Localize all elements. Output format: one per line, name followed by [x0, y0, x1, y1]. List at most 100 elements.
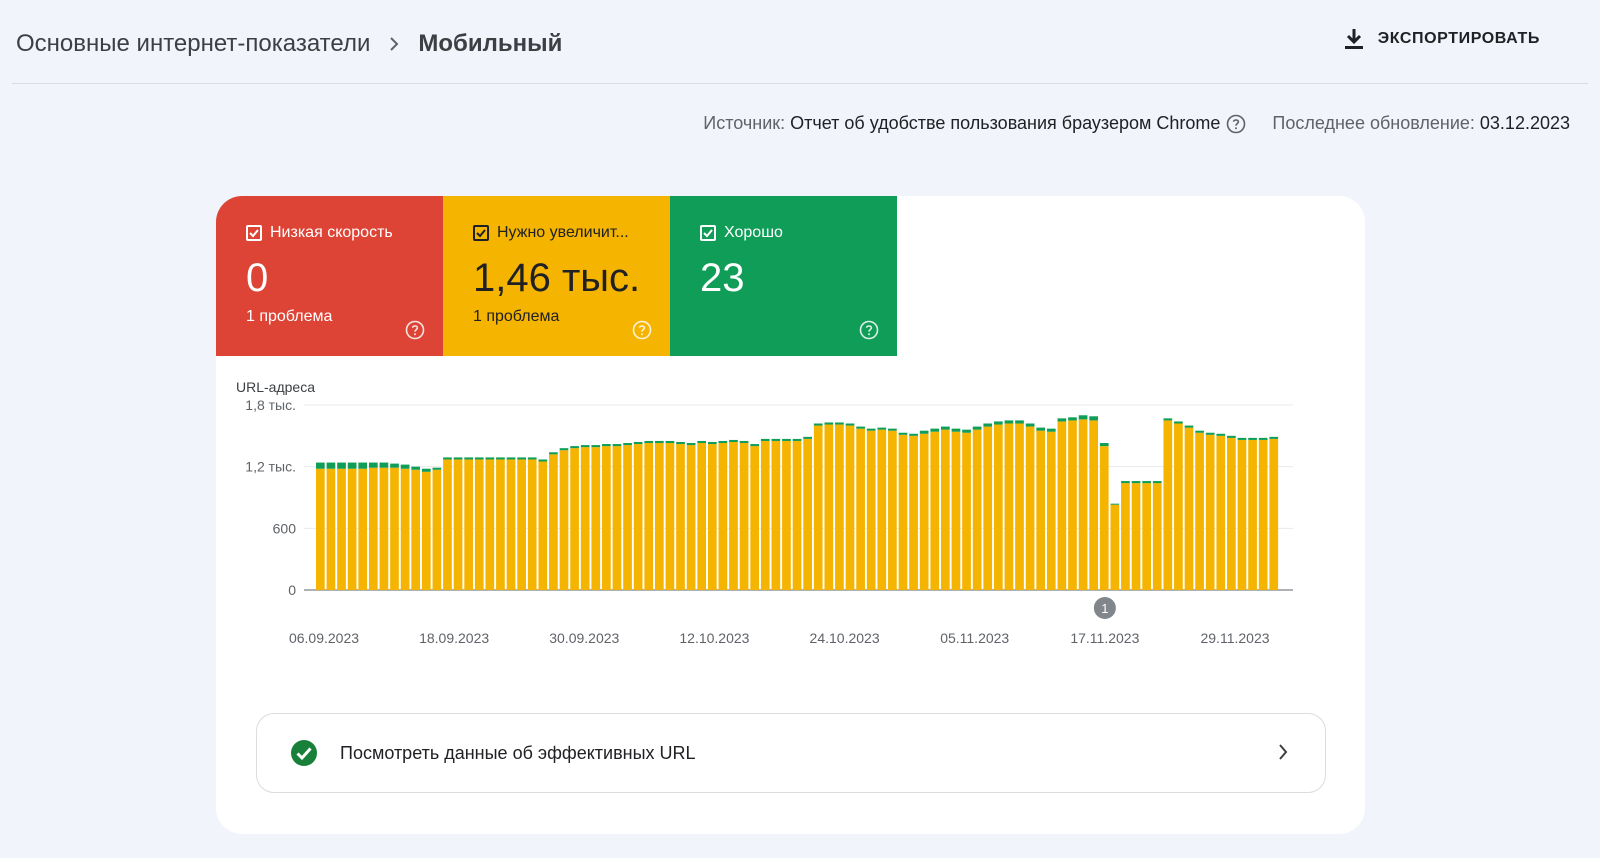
help-icon[interactable] — [1226, 114, 1246, 134]
export-button[interactable]: ЭКСПОРТИРОВАТЬ — [1344, 28, 1540, 50]
bar-good — [400, 464, 410, 469]
bar-good — [602, 444, 611, 447]
bar-needs-improvement — [1089, 420, 1099, 590]
bar-needs-improvement — [707, 444, 717, 590]
bar-needs-improvement — [580, 447, 590, 590]
bar-needs-improvement — [432, 469, 442, 590]
bar-good — [888, 428, 897, 431]
bar-needs-improvement — [898, 434, 908, 590]
bar-needs-improvement — [1258, 439, 1268, 590]
bar-good — [993, 421, 1003, 425]
bar-good — [930, 428, 940, 432]
bar-needs-improvement — [443, 459, 452, 590]
bar-good — [1184, 425, 1194, 428]
report-meta: Источник: Отчет об удобстве пользования … — [703, 113, 1570, 134]
bar-good — [665, 440, 675, 444]
checkbox-checked-icon[interactable] — [700, 225, 716, 241]
bar-good — [750, 444, 760, 447]
bar-good — [358, 462, 368, 469]
bar-good — [644, 440, 654, 444]
bar-good — [877, 427, 887, 430]
bar-needs-improvement — [792, 440, 802, 590]
x-tick-label: 12.10.2023 — [679, 630, 749, 646]
bar-needs-improvement — [877, 429, 887, 590]
bar-needs-improvement — [845, 425, 855, 590]
bar-good — [485, 457, 495, 460]
help-icon[interactable] — [405, 320, 425, 340]
x-tick-label: 18.09.2023 — [419, 630, 489, 646]
bar-good — [1131, 481, 1141, 484]
bar-needs-improvement — [538, 461, 548, 590]
bar-needs-improvement — [972, 429, 982, 590]
bar-needs-improvement — [527, 459, 537, 590]
bar-needs-improvement — [337, 468, 346, 590]
bar-good — [1269, 436, 1279, 439]
bar-needs-improvement — [1131, 483, 1141, 590]
bar-needs-improvement — [676, 444, 685, 590]
bar-good — [1227, 435, 1236, 438]
tile-needs-improvement[interactable]: Нужно увеличит... 1,46 тыс. 1 проблема — [443, 196, 670, 356]
tile-poor-title: Низкая скорость — [270, 224, 393, 241]
tile-good[interactable]: Хорошо 23 — [670, 196, 897, 356]
page-title: Мобильный — [418, 30, 563, 57]
bar-needs-improvement — [485, 459, 495, 590]
bar-needs-improvement — [549, 454, 558, 590]
bar-good — [845, 423, 855, 426]
y-axis-title: URL-адреса — [236, 379, 315, 395]
bar-needs-improvement — [824, 424, 834, 590]
x-tick-label: 06.09.2023 — [289, 630, 359, 646]
bar-good — [898, 432, 908, 435]
bar-good — [1025, 423, 1035, 427]
help-icon[interactable] — [859, 320, 879, 340]
bar-good — [1258, 437, 1268, 440]
update-label: Последнее обновление: — [1272, 113, 1475, 133]
bar-good — [411, 466, 421, 470]
bar-needs-improvement — [1248, 439, 1257, 590]
bar-needs-improvement — [654, 443, 664, 590]
export-label: ЭКСПОРТИРОВАТЬ — [1377, 30, 1540, 47]
bar-needs-improvement — [517, 459, 526, 590]
checkbox-checked-icon[interactable] — [473, 225, 489, 241]
chevron-right-icon — [1277, 742, 1289, 762]
bar-good — [707, 442, 717, 445]
update-value: 03.12.2023 — [1479, 113, 1570, 133]
check-circle-icon — [290, 739, 318, 767]
checkbox-checked-icon[interactable] — [246, 225, 262, 241]
tile-poor[interactable]: Низкая скорость 0 1 проблема — [216, 196, 443, 356]
bar-needs-improvement — [421, 471, 431, 590]
bar-good — [771, 438, 781, 441]
bar-good — [580, 445, 590, 448]
bar-good — [1216, 433, 1226, 436]
bar-good — [570, 446, 579, 449]
bar-needs-improvement — [739, 443, 749, 590]
bar-needs-improvement — [1216, 435, 1226, 590]
bar-good — [1205, 432, 1215, 435]
bar-good — [1015, 420, 1024, 424]
bar-good — [1163, 418, 1173, 421]
bar-needs-improvement — [1163, 420, 1173, 590]
bar-needs-improvement — [496, 459, 505, 590]
bar-good — [803, 436, 812, 439]
bar-needs-improvement — [665, 443, 675, 590]
bar-needs-improvement — [697, 443, 707, 590]
bar-good — [1142, 481, 1151, 484]
x-tick-label: 29.11.2023 — [1200, 630, 1269, 646]
bar-good — [612, 444, 622, 447]
bar-good — [421, 468, 431, 472]
bar-needs-improvement — [782, 440, 791, 590]
view-good-urls-link[interactable]: Посмотреть данные об эффективных URL — [256, 713, 1326, 793]
breadcrumb-parent-link[interactable]: Основные интернет-показатели — [16, 30, 371, 57]
help-icon[interactable] — [632, 320, 652, 340]
bar-needs-improvement — [326, 468, 336, 590]
bar-needs-improvement — [400, 468, 410, 590]
annotation-label: 1 — [1101, 601, 1108, 616]
bar-good — [697, 440, 707, 444]
y-tick-label: 0 — [288, 582, 296, 598]
bar-needs-improvement — [1025, 426, 1035, 590]
bar-good — [909, 433, 918, 436]
bar-good — [368, 462, 378, 468]
tile-needs-improvement-issues: 1 проблема — [473, 308, 560, 325]
bar-good — [856, 426, 865, 429]
bar-needs-improvement — [1237, 439, 1247, 590]
tile-good-value: 23 — [700, 256, 745, 300]
